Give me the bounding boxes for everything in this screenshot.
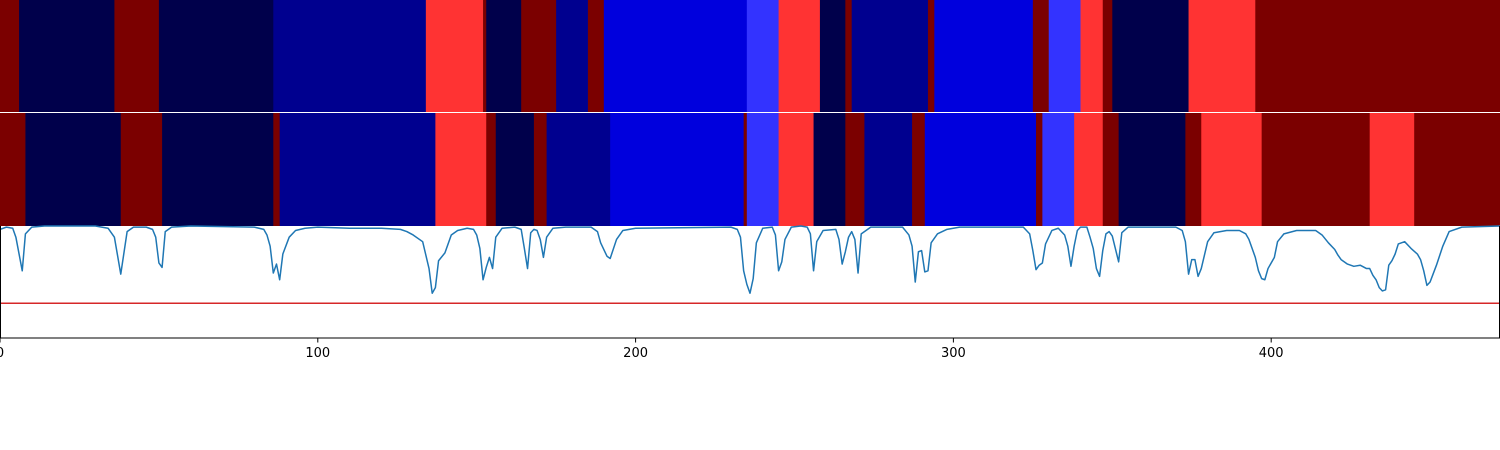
strip-2-segment: [495, 113, 535, 226]
line-panel-background: [0, 226, 1500, 338]
strip-2-segment: [1042, 113, 1075, 226]
strip-1-segment: [1080, 0, 1104, 112]
strip-1-segment: [1048, 0, 1081, 112]
strip-2-segment: [610, 113, 745, 226]
strip-2-segment: [435, 113, 487, 226]
strip-1-segment: [934, 0, 1034, 112]
strip-2-segment: [1201, 113, 1263, 226]
strip-2-segment: [25, 113, 122, 226]
strip-2-segment: [273, 113, 281, 226]
strip-2-segment: [912, 113, 926, 226]
strip-1-segment: [0, 0, 20, 112]
strip-2-segment: [778, 113, 814, 226]
strip-2-segment: [120, 113, 163, 226]
strip-1-segment: [927, 0, 935, 112]
strip-2: [0, 113, 1500, 226]
strip-2-segment: [279, 113, 436, 226]
strip-1-segment: [1032, 0, 1050, 112]
strip-1-segment: [425, 0, 484, 112]
strip-2-segment: [924, 113, 1037, 226]
strip-2-segment: [1369, 113, 1415, 226]
strip-1-segment: [1102, 0, 1113, 112]
strip-2-segment: [1414, 113, 1500, 226]
strip-2-segment: [1074, 113, 1104, 226]
strip-2-segment: [162, 113, 274, 226]
strip-1-segment: [486, 0, 522, 112]
strip-1-segment: [273, 0, 427, 112]
strip-1-segment: [819, 0, 846, 112]
x-tick-label: 300: [941, 346, 966, 361]
strip-1-segment: [483, 0, 487, 112]
strip-1-segment: [114, 0, 160, 112]
strip-1-segment: [19, 0, 115, 112]
strip-1-segment: [1255, 0, 1500, 112]
strip-2-segment: [845, 113, 865, 226]
strip-1-segment: [746, 0, 779, 112]
strip-2-segment: [743, 113, 748, 226]
strip-1-segment: [778, 0, 821, 112]
strip-1-segment: [851, 0, 929, 112]
strip-2-segment: [486, 113, 497, 226]
strip-1-segment: [521, 0, 557, 112]
strip-2-segment: [1185, 113, 1202, 226]
strip-1-segment: [158, 0, 274, 112]
strip-2-segment: [533, 113, 548, 226]
strip-1-segment: [603, 0, 748, 112]
x-tick-label: 400: [1259, 346, 1284, 361]
strip-1-segment: [845, 0, 853, 112]
x-tick-label: 100: [305, 346, 330, 361]
strip-2-segment: [746, 113, 779, 226]
strip-2-segment: [1036, 113, 1043, 226]
x-tick-label: 0: [0, 346, 4, 361]
strip-1-segment: [556, 0, 589, 112]
strip-1-segment: [587, 0, 605, 112]
strip-2-segment: [0, 113, 26, 226]
line-panel: [0, 225, 1500, 339]
strip-1-segment: [1112, 0, 1189, 112]
strip-2-segment: [1261, 113, 1371, 226]
strip-1-segment: [1188, 0, 1256, 112]
strip-2-segment: [864, 113, 913, 226]
strip-2-segment: [546, 113, 611, 226]
segmentation-strips: [0, 0, 1500, 226]
series-line: [0, 225, 1500, 294]
strip-2-segment: [1102, 113, 1120, 226]
strip-1: [0, 0, 1500, 112]
strip-2-segment: [813, 113, 846, 226]
x-tick-label: 200: [623, 346, 648, 361]
strip-2-segment: [1118, 113, 1186, 226]
x-axis: 0 100 200 300 400: [0, 338, 1284, 361]
